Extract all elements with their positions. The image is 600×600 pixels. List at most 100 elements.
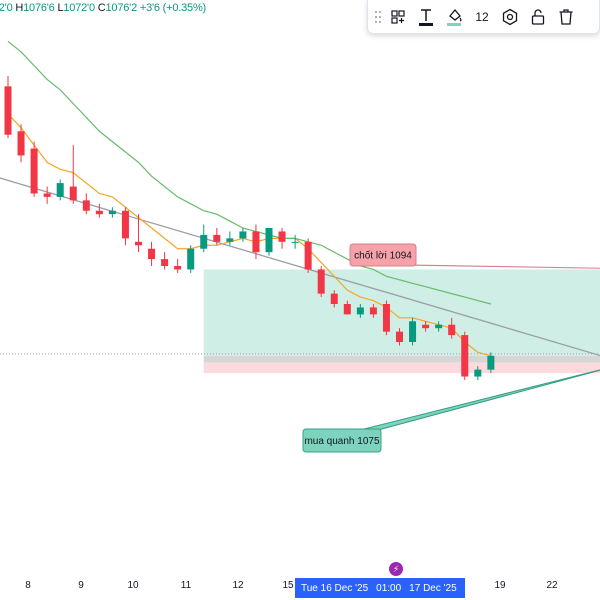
buy-around-callout[interactable]: mua quanh 1075 <box>302 366 600 453</box>
x-axis-range-highlight: Tue 16 Dec '25 01:00 17 Dec '25 09:00 <box>295 578 490 598</box>
candle-body <box>161 259 169 266</box>
close-value: 1076'2 <box>105 2 138 14</box>
trash-icon[interactable] <box>552 3 580 31</box>
candle <box>43 186 51 204</box>
candle <box>396 328 403 346</box>
stop-zone <box>203 362 600 374</box>
candle-body <box>148 248 156 260</box>
candle-body <box>108 210 116 215</box>
trendline <box>0 177 600 357</box>
candle-body <box>69 186 77 201</box>
candle <box>30 141 38 197</box>
candle <box>226 231 234 246</box>
drawing-toolbar: 12 <box>367 0 600 34</box>
candle <box>4 76 12 139</box>
take-profit-callout-box <box>349 243 417 267</box>
take-profit-label: chốt lời 1094 <box>354 250 412 262</box>
candle <box>317 266 325 298</box>
candle <box>435 321 443 332</box>
candle-body <box>474 369 482 377</box>
candle <box>461 331 469 380</box>
candle <box>17 124 25 163</box>
buy-around-callout-box <box>302 428 382 453</box>
candle <box>148 241 156 266</box>
x-tick-label: 9 <box>78 580 84 591</box>
candle-body <box>121 210 129 239</box>
candles <box>4 76 495 380</box>
profit-zone <box>203 269 600 356</box>
event-flash-icon[interactable]: ⚡ <box>389 562 403 576</box>
candle-body <box>396 331 403 342</box>
candle <box>252 224 260 260</box>
candle <box>343 300 351 315</box>
high-label: H <box>15 2 24 14</box>
ohlc-legend: O1072'0 H1076'6 L1072'0 C1076'2 +3'6 (+0… <box>0 2 206 14</box>
x-tick-label: 22 <box>546 580 558 591</box>
candle-body <box>435 324 443 329</box>
settings-hex-icon[interactable] <box>496 3 524 31</box>
text-color-icon[interactable] <box>412 3 440 31</box>
candle <box>135 214 142 253</box>
x-tick-label: 10 <box>127 580 139 591</box>
candle <box>213 228 221 246</box>
candle-body <box>291 241 299 243</box>
buy-around-label: mua quanh 1075 <box>304 436 380 447</box>
candle-body <box>448 324 456 336</box>
candle-body <box>382 304 390 332</box>
x-highlight-time-start: 01:00 <box>376 582 402 594</box>
trendline-layer <box>0 177 600 357</box>
candle-body <box>461 335 469 377</box>
callouts: chốt lời 1094 mua quanh 1075 <box>302 243 600 453</box>
change-value: +3'6 (+0.35%) <box>139 2 207 14</box>
candle <box>174 259 182 273</box>
moving-averages <box>7 40 492 357</box>
candle-body <box>422 324 430 329</box>
candle <box>265 228 273 256</box>
candle <box>382 300 390 336</box>
candle-body <box>17 131 25 156</box>
x-tick-label: 8 <box>25 580 31 591</box>
candle-body <box>135 241 142 246</box>
candle-body <box>95 210 103 215</box>
open-value: 1072'0 <box>0 2 13 14</box>
line-width-value[interactable]: 12 <box>475 9 489 24</box>
candle-body <box>265 228 273 253</box>
candle <box>356 304 364 318</box>
lock-icon[interactable] <box>524 3 552 31</box>
candle-body <box>317 269 325 294</box>
take-profit-callout-tail <box>397 264 600 269</box>
candle-body <box>487 355 495 370</box>
x-highlight-time-end: 09:00 <box>464 582 490 594</box>
candle <box>161 252 169 270</box>
candle <box>304 238 312 273</box>
position-zones <box>0 269 600 374</box>
candle <box>474 366 482 380</box>
take-profit-callout[interactable]: chốt lời 1094 <box>349 243 600 269</box>
candle-body <box>174 266 182 270</box>
candle-body <box>187 248 195 270</box>
x-tick-label: 15 <box>282 580 294 591</box>
candle <box>187 245 195 273</box>
fill-color-icon[interactable] <box>440 3 468 31</box>
x-highlight-date-start: Tue 16 Dec '25 <box>301 582 369 594</box>
template-icon[interactable] <box>384 3 412 31</box>
candle-body <box>252 231 260 253</box>
candle <box>95 203 103 218</box>
drag-grip-icon[interactable] <box>372 0 384 33</box>
candle <box>487 352 495 374</box>
candle <box>278 228 286 249</box>
candle-body <box>82 200 90 211</box>
candle-body <box>30 148 38 194</box>
candle-body <box>213 234 221 242</box>
candle <box>69 145 77 204</box>
candle <box>330 290 338 308</box>
high-value: 1076'6 <box>23 2 55 14</box>
candle <box>369 304 377 318</box>
x-highlight-date-end: 17 Dec '25 <box>409 582 457 594</box>
candle <box>56 179 64 201</box>
candle-body <box>369 307 377 315</box>
slow-ma-line <box>7 40 492 305</box>
candle-body <box>56 183 64 197</box>
candle-body <box>239 231 247 239</box>
